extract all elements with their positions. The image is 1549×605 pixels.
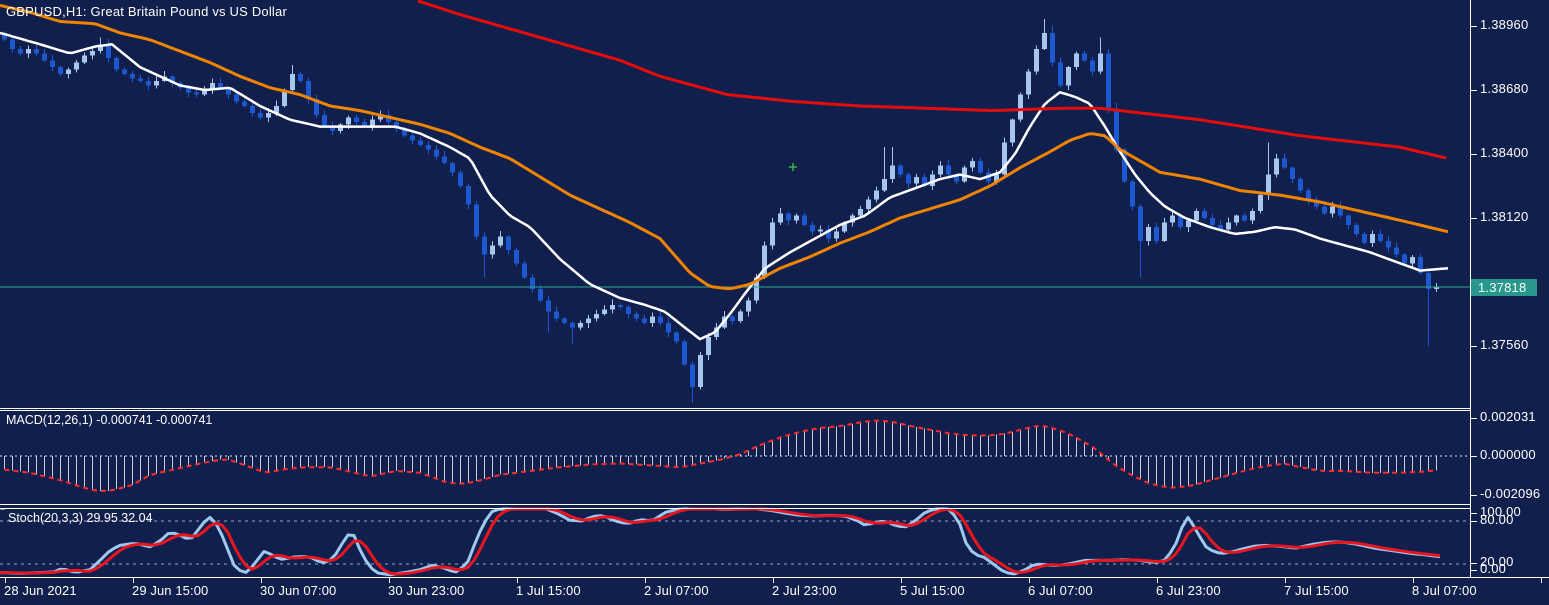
stoch-axis-label: 80.00 [1480, 512, 1514, 527]
time-axis-label: 30 Jun 23:00 [388, 583, 465, 598]
current-price-badge: 1.37818 [1478, 280, 1527, 295]
macd-indicator-label: MACD(12,26,1) -0.000741 -0.000741 [6, 413, 213, 427]
ma-mid-line [0, 3, 1449, 291]
time-axis-label: 2 Jul 23:00 [772, 583, 837, 598]
ma-fast-line [0, 31, 1449, 341]
current-price-badge-bg [1471, 279, 1537, 296]
time-axis-label: 1 Jul 15:00 [516, 583, 581, 598]
price-axis-label: 1.38960 [1480, 17, 1529, 32]
stoch-axis-label: 100.00 [1480, 504, 1521, 519]
price-axis-label: 1.38680 [1480, 80, 1529, 96]
time-axis-label: 6 Jul 07:00 [1028, 583, 1093, 598]
price-axis-label: 1.38400 [1480, 144, 1529, 160]
macd-axis-label: 0.000000 [1480, 447, 1536, 462]
time-axis-label: 2 Jul 07:00 [644, 583, 709, 598]
time-axis-label: 28 Jun 2021 [4, 583, 77, 598]
macd-axis-label: -0.002096 [1480, 486, 1541, 501]
stoch-indicator-label: Stoch(20,3,3) 29.95 32.04 [8, 511, 153, 525]
time-axis-label: 29 Jun 15:00 [132, 583, 209, 598]
main-chart-panel[interactable] [0, 0, 1470, 408]
time-axis-label: 5 Jul 15:00 [900, 583, 965, 598]
price-axis-label: 1.37560 [1480, 336, 1529, 352]
macd-signal-line [4, 419, 1437, 492]
macd-axis-label: 0.002031 [1480, 409, 1536, 424]
panel-borders [0, 0, 1549, 578]
time-axis-label: 8 Jul 07:00 [1412, 583, 1477, 598]
candles [2, 19, 1439, 404]
stoch-axis-label: 0.00 [1480, 561, 1507, 576]
plus-marker [789, 163, 797, 171]
time-axis-label: 30 Jun 07:00 [260, 583, 337, 598]
price-axis-label: 1.38120 [1480, 208, 1529, 224]
ma-slow-line [417, 0, 1447, 160]
stoch-panel[interactable] [0, 509, 1470, 577]
macd-histogram [4, 420, 1437, 491]
axis-ticks [5, 26, 1542, 583]
time-axis-label: 7 Jul 15:00 [1284, 583, 1349, 598]
stoch-axis-label: 20.00 [1480, 554, 1514, 569]
time-axis-label: 6 Jul 23:00 [1156, 583, 1221, 598]
symbol-title: GBPUSD,H1: Great Britain Pound vs US Dol… [6, 4, 287, 19]
